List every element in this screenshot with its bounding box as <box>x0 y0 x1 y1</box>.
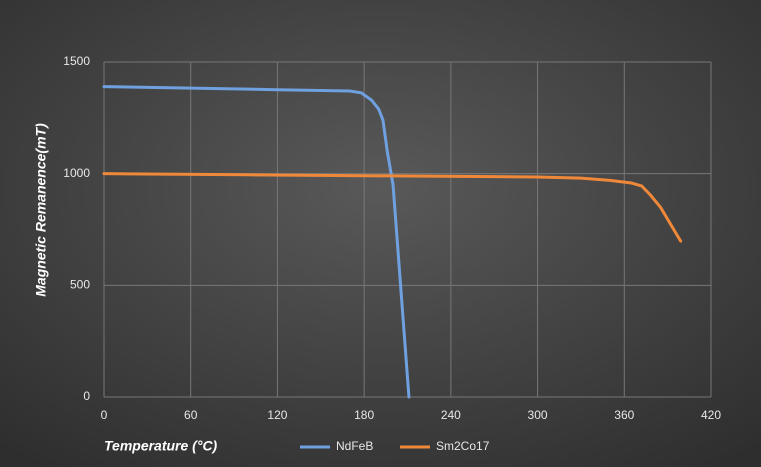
x-tick-label: 60 <box>184 408 198 422</box>
x-tick-label: 180 <box>354 408 374 422</box>
x-tick-label: 300 <box>528 408 548 422</box>
x-tick-label: 120 <box>267 408 287 422</box>
y-tick-label: 500 <box>70 278 90 292</box>
series-line <box>102 172 683 243</box>
y-axis-title: Magnetic Remanence(mT) <box>33 123 49 297</box>
x-tick-label: 360 <box>614 408 634 422</box>
y-tick-label: 0 <box>83 389 90 403</box>
y-tick-label: 1500 <box>63 54 90 68</box>
series-line <box>102 85 411 399</box>
x-tick-label: 0 <box>101 408 108 422</box>
x-tick-label: 420 <box>701 408 721 422</box>
legend-label: Sm2Co17 <box>436 439 490 453</box>
x-tick-label: 240 <box>441 408 461 422</box>
y-tick-label: 1000 <box>63 166 90 180</box>
x-axis-title: Temperature (°C) <box>104 438 218 454</box>
legend-label: NdFeB <box>336 439 373 453</box>
